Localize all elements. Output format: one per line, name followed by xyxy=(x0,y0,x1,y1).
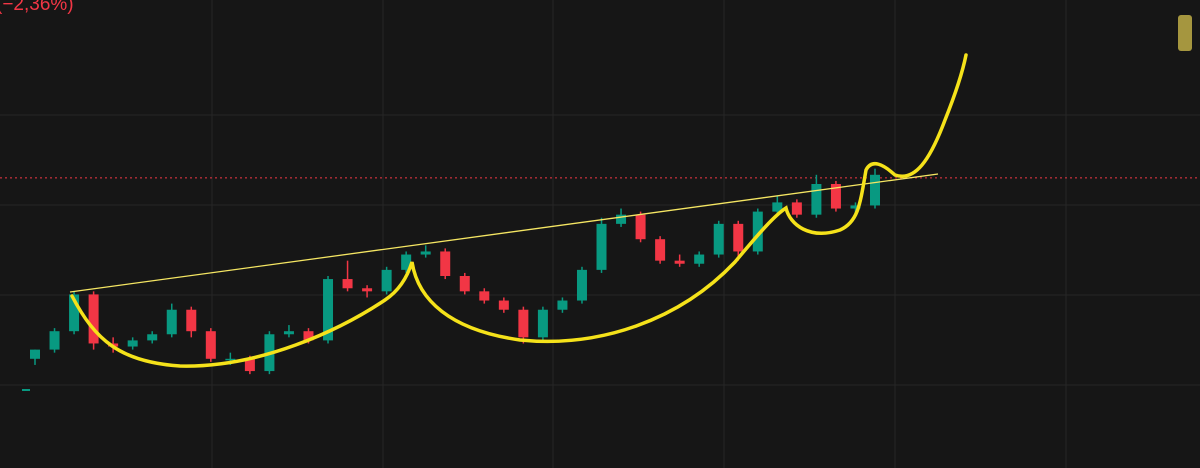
candle-body xyxy=(205,331,216,359)
candle-body xyxy=(870,174,880,206)
candle-body xyxy=(323,279,334,341)
candle-body xyxy=(576,269,587,301)
candle-body xyxy=(479,291,490,301)
candle-body xyxy=(147,334,158,341)
candle-body xyxy=(440,251,451,276)
candle-body xyxy=(713,223,724,255)
candle-body xyxy=(69,294,80,332)
candle-body xyxy=(166,309,177,335)
candle-body xyxy=(303,331,314,341)
candle-body xyxy=(381,269,392,292)
candle-body xyxy=(127,340,138,347)
candle-body xyxy=(362,288,373,292)
candle-body xyxy=(342,279,353,289)
change-label: (−2,36%) xyxy=(0,0,74,15)
candle-body xyxy=(596,223,607,270)
candle-body xyxy=(459,276,470,292)
candle-body xyxy=(557,300,568,310)
toolbar-icon xyxy=(1178,15,1192,51)
candle-body xyxy=(401,254,412,270)
candle-body xyxy=(30,349,40,359)
annotation-curve xyxy=(70,53,968,368)
candle-body xyxy=(498,300,509,310)
candle-body xyxy=(733,223,744,252)
candle-body xyxy=(420,251,431,255)
candles xyxy=(30,168,880,375)
candle-body xyxy=(635,214,646,240)
candle-body xyxy=(830,184,841,209)
trend-line xyxy=(69,173,939,293)
candle-body xyxy=(49,331,60,350)
candle-body xyxy=(811,184,822,215)
candle-body xyxy=(537,309,548,338)
candle-body xyxy=(694,254,705,264)
candle-body xyxy=(186,309,197,332)
candle-body xyxy=(244,358,255,372)
candle-body xyxy=(616,214,627,224)
candle-body xyxy=(752,211,763,252)
candle-body xyxy=(655,239,666,261)
candle-body xyxy=(88,294,99,344)
candle-body xyxy=(674,260,685,264)
candle-body xyxy=(850,205,861,209)
candle-body xyxy=(225,358,236,361)
candle-body xyxy=(518,309,529,338)
candle-body xyxy=(791,202,802,215)
candle-body xyxy=(283,331,294,335)
candle-body xyxy=(772,202,783,212)
